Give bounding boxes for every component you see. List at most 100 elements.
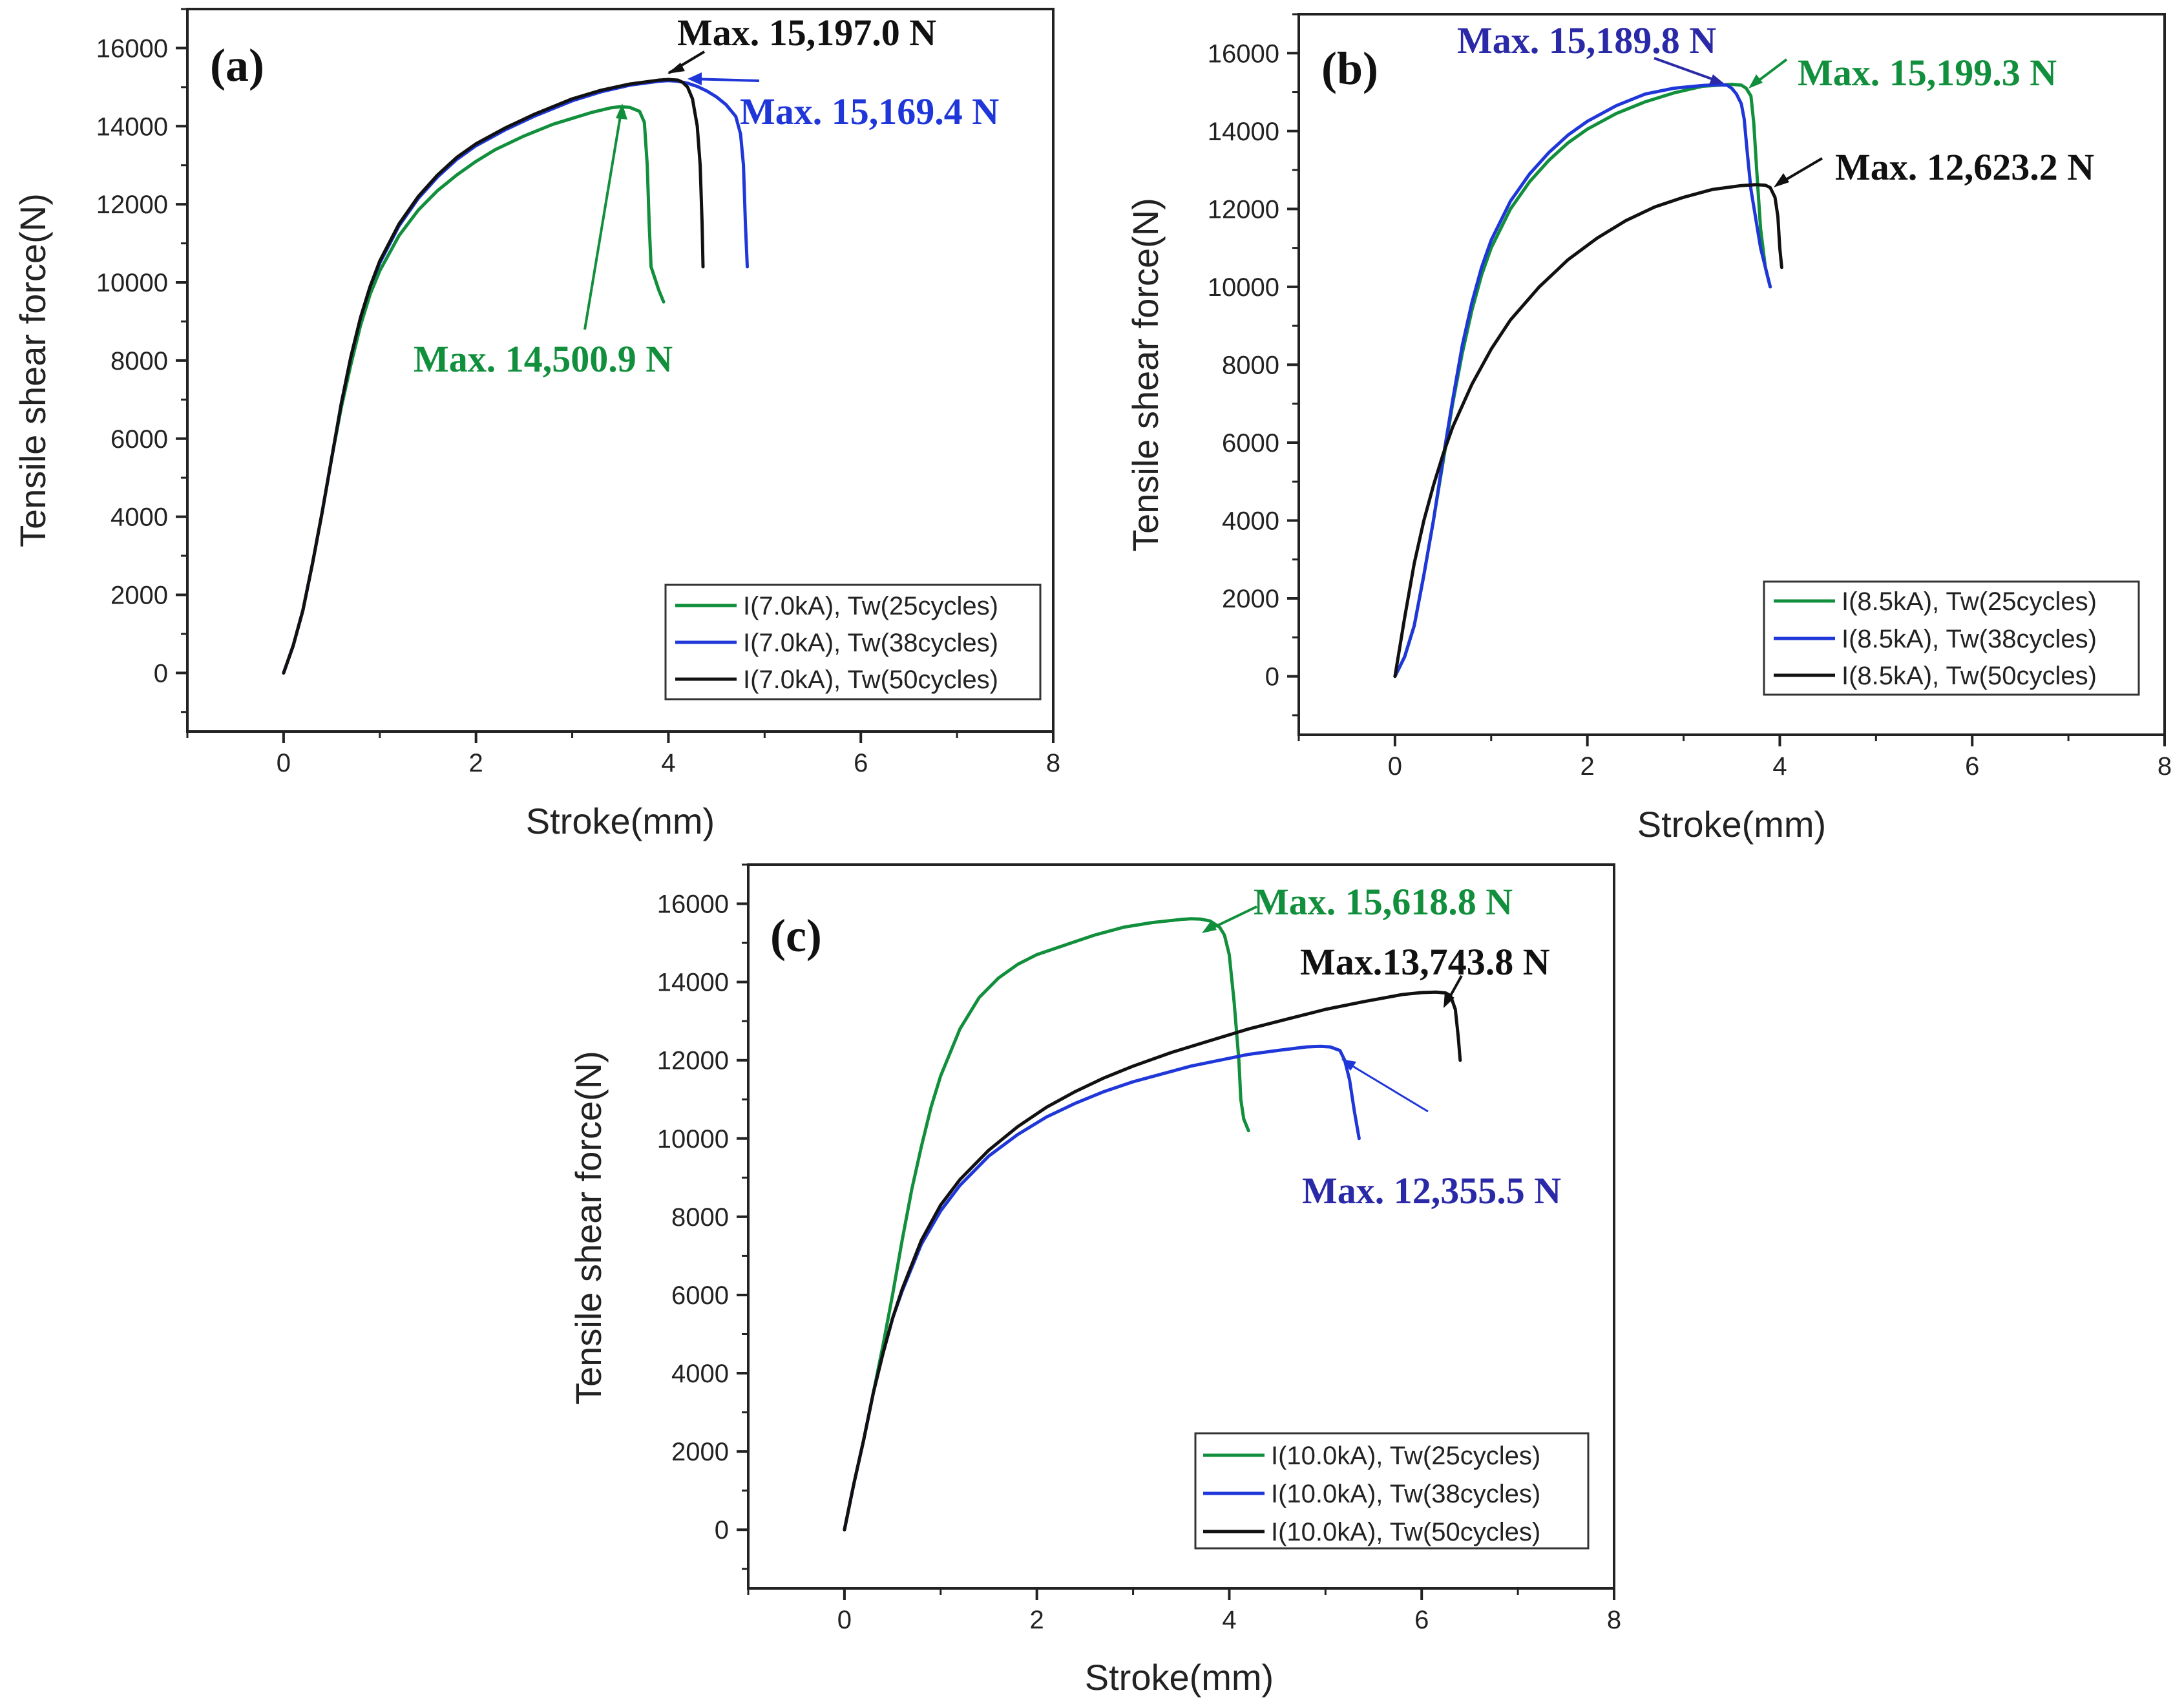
y-tick-label: 4000 [1222,507,1279,536]
legend-label: I(7.0kA), Tw(50cycles) [743,666,998,694]
legend-label: I(8.5kA), Tw(25cycles) [1842,587,2097,616]
y-tick-label: 8000 [671,1203,729,1232]
legend-label: I(7.0kA), Tw(38cycles) [743,629,998,657]
x-tick-label: 0 [837,1606,852,1634]
y-tick-label: 0 [154,659,168,688]
x-tick-label: 2 [469,749,483,777]
x-tick-label: 4 [1222,1606,1236,1634]
annotation-max-navy: Max. 15,189.8 N [1457,19,1724,85]
legend-label: I(10.0kA), Tw(50cycles) [1271,1518,1540,1546]
y-tick-label: 10000 [1208,273,1279,302]
x-tick-label: 0 [277,749,291,777]
annotation-label: Max. 15,199.3 N [1798,52,2057,94]
axis-ticks [176,8,1055,743]
panel-b: 0 2 4 6 8 0 2000 4000 6000 8000 10000 12000 14000 160… [1125,13,2172,845]
y-tick-label: 8000 [110,347,168,375]
y-tick-label: 4000 [110,503,168,532]
y-tick-label: 12000 [1208,195,1279,224]
annotation-label: Max. 15,189.8 N [1457,19,1716,61]
x-tick-label: 2 [1580,752,1595,781]
legend-label: I(10.0kA), Tw(25cycles) [1271,1442,1540,1470]
legend-label: I(7.0kA), Tw(25cycles) [743,592,998,620]
legend: I(10.0kA), Tw(25cycles) I(10.0kA), Tw(38… [1194,1432,1590,1550]
x-tick-label: 6 [854,749,868,777]
y-tick-label: 0 [715,1516,729,1544]
x-tick-label: 8 [1607,1606,1621,1634]
annotation-max-green: Max. 14,500.9 N [414,103,673,380]
y-tick-label: 10000 [657,1125,729,1153]
legend-box [1194,1432,1590,1550]
y-tick-label: 16000 [657,890,729,919]
plot-frame [1297,13,2166,736]
panel-c: 0 2 4 6 8 0 2000 4000 6000 8000 10000 12000 14000 160… [568,863,1621,1698]
axis-ticks [1287,13,2166,746]
annotation-max-blue: Max. 15,169.4 N [688,72,999,132]
series-line-2 [1393,183,1783,679]
y-axis-title: Tensile shear force(N) [12,193,53,547]
x-tick-label: 0 [1388,752,1402,781]
x-tick-label: 2 [1030,1606,1044,1634]
annotation-max-black: Max. 15,197.0 N [667,12,936,74]
legend: I(8.5kA), Tw(25cycles) I(8.5kA), Tw(38cy… [1763,580,2140,696]
y-tick-label: 2000 [1222,585,1279,613]
annotation-max-green: Max. 15,618.8 N [1202,881,1513,933]
y-tick-label: 12000 [96,191,168,219]
annotation-label: Max. 15,197.0 N [677,12,936,54]
panel-label: (c) [770,910,822,962]
y-tick-label: 0 [1265,663,1279,691]
annotation-label: Max. 14,500.9 N [414,338,673,380]
plot-frame [747,863,1615,1590]
plot-frame [186,8,1055,733]
y-tick-label: 14000 [96,112,168,141]
x-tick-label: 6 [1414,1606,1429,1634]
tick-labels: 0 2 4 6 8 0 2000 4000 6000 8000 10000 12000 14000 160… [1208,39,2172,781]
x-tick-label: 8 [2158,752,2172,781]
annotation-label: Max.13,743.8 N [1300,941,1550,983]
y-tick-label: 2000 [110,581,168,609]
legend-label: I(8.5kA), Tw(38cycles) [1842,625,2097,653]
annotation-label: Max. 12,623.2 N [1835,146,2094,188]
series-line-0 [1393,83,1772,679]
x-axis-title: Stroke(mm) [1637,804,1826,845]
y-axis-title: Tensile shear force(N) [568,1051,609,1405]
y-tick-label: 16000 [1208,39,1279,68]
y-tick-label: 6000 [110,425,168,454]
annotation-max-black: Max.13,743.8 N [1300,941,1550,1008]
annotation-max-green: Max. 15,199.3 N [1748,52,2057,94]
panel-a: 0 2 4 6 8 0 2000 4000 6000 8000 10000 12000 14000 160… [12,8,1060,841]
y-tick-label: 10000 [96,269,168,297]
y-tick-label: 6000 [671,1281,729,1310]
series-line-1 [1393,83,1772,679]
series-lines [282,78,749,675]
series-line-0 [843,917,1250,1532]
axis-ticks [737,863,1615,1600]
series-line-2 [843,990,1462,1532]
series-line-2 [282,78,705,675]
tick-labels: 0 2 4 6 8 0 2000 4000 6000 8000 10000 12000 14000 160… [96,34,1060,777]
annotation-label: Max. 15,618.8 N [1254,881,1513,923]
x-axis-title: Stroke(mm) [526,801,715,841]
y-axis-title: Tensile shear force(N) [1125,198,1166,552]
tick-labels: 0 2 4 6 8 0 2000 4000 6000 8000 10000 12000 14000 160… [657,890,1621,1634]
annotation-label: Max. 12,355.5 N [1302,1170,1561,1212]
x-tick-label: 4 [1772,752,1787,781]
panel-label: (b) [1321,43,1378,94]
panel-label: (a) [210,39,264,91]
legend: I(7.0kA), Tw(25cycles) I(7.0kA), Tw(38cy… [664,584,1042,700]
annotation-label: Max. 15,169.4 N [740,90,999,132]
legend-label: I(8.5kA), Tw(50cycles) [1842,662,2097,690]
y-tick-label: 14000 [657,969,729,997]
series-lines [843,917,1462,1532]
y-tick-label: 16000 [96,34,168,63]
y-tick-label: 4000 [671,1360,729,1388]
legend-label: I(10.0kA), Tw(38cycles) [1271,1480,1540,1508]
x-tick-label: 6 [1965,752,1979,781]
annotation-max-navy: Max. 12,355.5 N [1302,1059,1561,1212]
y-tick-label: 8000 [1222,351,1279,379]
y-tick-label: 14000 [1208,118,1279,146]
annotation-max-black: Max. 12,623.2 N [1774,146,2094,188]
x-tick-label: 8 [1046,749,1060,777]
series-lines [1393,83,1783,679]
y-tick-label: 12000 [657,1047,729,1075]
